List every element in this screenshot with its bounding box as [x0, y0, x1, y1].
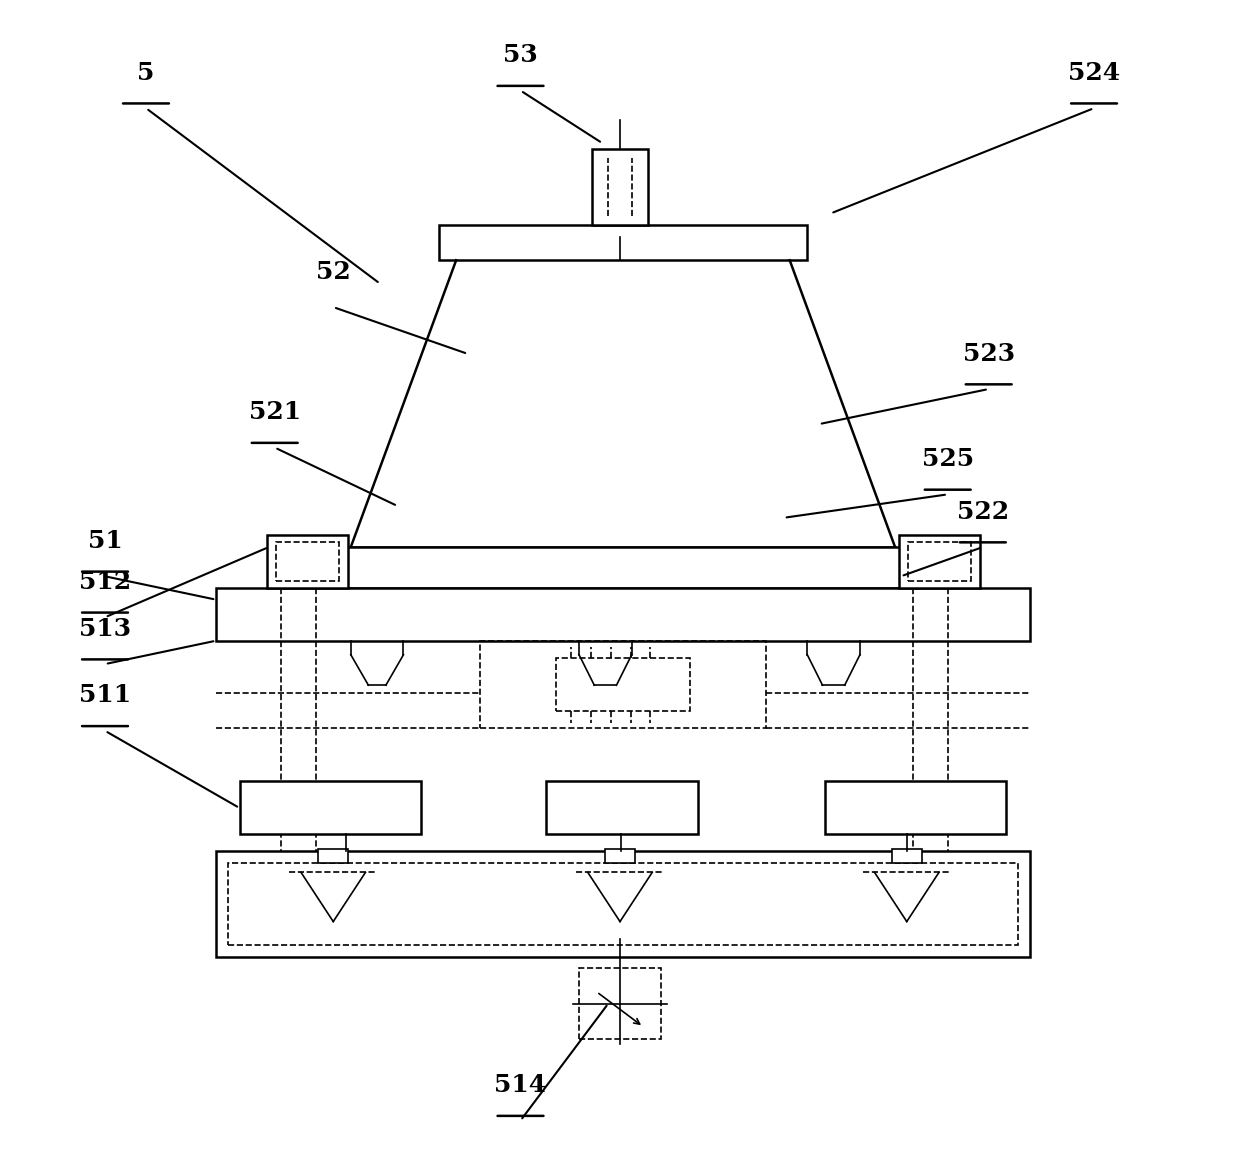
Text: 51: 51 — [88, 529, 123, 553]
Text: 521: 521 — [249, 400, 301, 425]
Bar — [239, 781, 422, 834]
Bar — [579, 968, 661, 1038]
Bar — [480, 641, 766, 728]
Text: 524: 524 — [1068, 61, 1120, 85]
Bar — [216, 588, 1029, 641]
Bar — [317, 849, 348, 863]
Text: 53: 53 — [503, 44, 538, 67]
Bar — [310, 547, 936, 588]
Text: 522: 522 — [957, 500, 1009, 523]
Bar — [908, 542, 971, 581]
Bar — [228, 863, 1018, 946]
Bar — [605, 849, 635, 863]
Text: 523: 523 — [962, 341, 1014, 366]
Bar — [275, 542, 339, 581]
Text: 512: 512 — [79, 570, 131, 594]
Bar — [591, 149, 649, 225]
Bar — [892, 849, 923, 863]
Bar — [216, 851, 1029, 957]
Text: 525: 525 — [921, 447, 973, 470]
Text: 514: 514 — [495, 1074, 547, 1097]
Bar — [439, 225, 807, 260]
Text: 5: 5 — [138, 61, 155, 85]
Text: 52: 52 — [316, 260, 351, 283]
Bar — [267, 535, 348, 588]
Text: 511: 511 — [79, 683, 131, 708]
Text: 513: 513 — [79, 616, 131, 641]
Bar — [556, 659, 691, 711]
Bar — [899, 535, 981, 588]
Bar — [547, 781, 698, 834]
Bar — [825, 781, 1006, 834]
